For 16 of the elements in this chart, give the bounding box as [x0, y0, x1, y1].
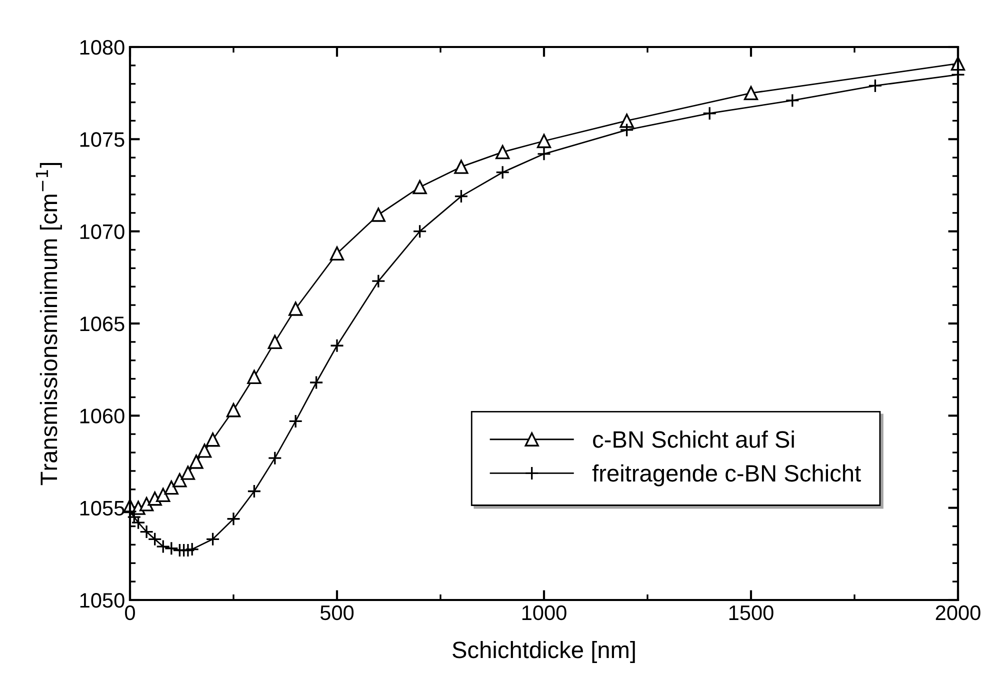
x-tick-label: 0 — [125, 605, 135, 620]
x-tick-label: 500 — [320, 605, 354, 620]
x-axis-title: Schichtdicke [nm] — [452, 640, 635, 663]
legend-label: freitragende c-BN Schicht — [592, 464, 861, 486]
y-tick-label: 1075 — [80, 132, 124, 147]
y-tick-label: 1070 — [80, 224, 124, 240]
legend-label: c-BN Schicht auf Si — [593, 430, 794, 448]
y-tick-label: 1055 — [80, 500, 124, 516]
y-tick-label: 1080 — [80, 40, 124, 55]
x-tick-label: 2000 — [936, 605, 980, 620]
y-tick-label: 1065 — [80, 316, 124, 332]
y-tick-label: 1060 — [80, 408, 124, 424]
y-axis-title: Transmissionsminimum [cm$^{−1}$] — [36, 163, 62, 486]
y-tick-label: 1050 — [80, 593, 124, 608]
x-tick-label: 1500 — [729, 605, 774, 620]
x-tick-label: 1000 — [522, 605, 566, 620]
